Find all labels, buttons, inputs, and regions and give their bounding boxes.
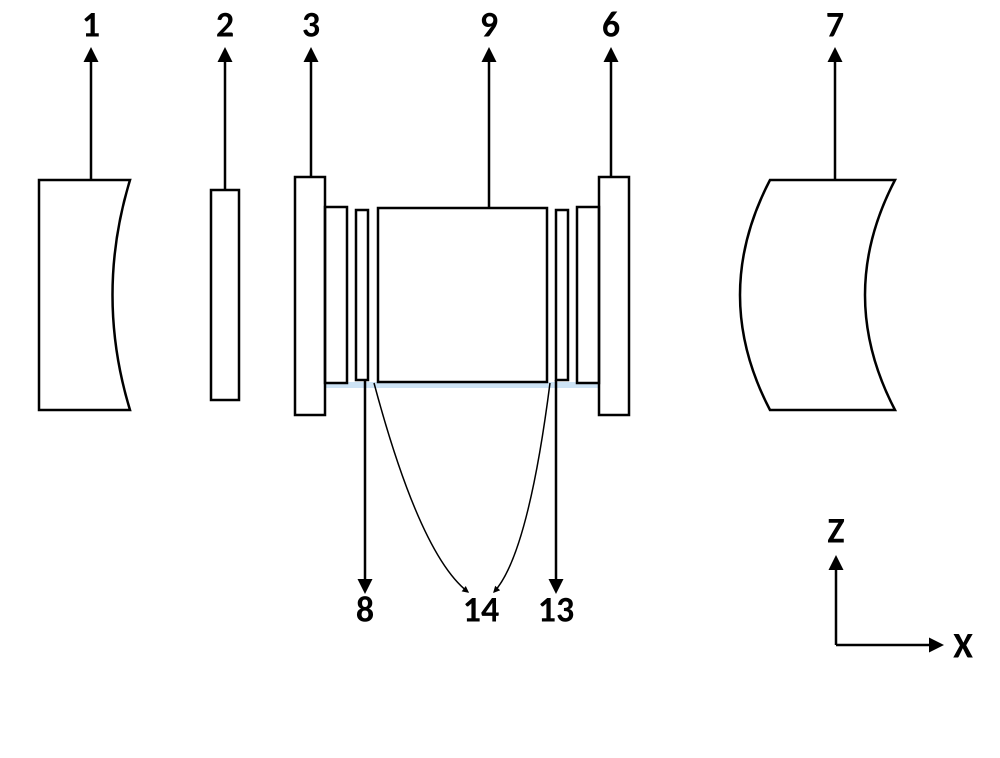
- callout-14-left: [374, 383, 468, 592]
- window-13: [556, 210, 568, 380]
- plate-2: [211, 190, 239, 400]
- label-l3: 3: [302, 3, 320, 47]
- label-Z: Z: [827, 509, 844, 553]
- flange-6-outer: [599, 177, 629, 415]
- label-l1: 1: [82, 3, 100, 47]
- window-8: [356, 210, 368, 380]
- label-l13: 13: [538, 588, 575, 632]
- body-9: [378, 208, 547, 382]
- callout-14-right: [494, 383, 550, 592]
- label-l14: 14: [463, 588, 500, 632]
- label-X: X: [953, 624, 973, 668]
- label-l9: 9: [480, 3, 498, 47]
- flange-6-step: [577, 207, 599, 383]
- flange-3-outer: [295, 177, 325, 415]
- label-l7: 7: [826, 3, 844, 47]
- label-l2: 2: [216, 3, 234, 47]
- diagram-canvas: 1 2 3 9 6 7 8 14 13 Z X: [0, 0, 1000, 758]
- flange-3-step: [325, 207, 347, 383]
- lens-1: [39, 180, 130, 410]
- lens-7: [740, 180, 895, 410]
- label-l8: 8: [356, 588, 374, 632]
- label-l6: 6: [602, 3, 620, 47]
